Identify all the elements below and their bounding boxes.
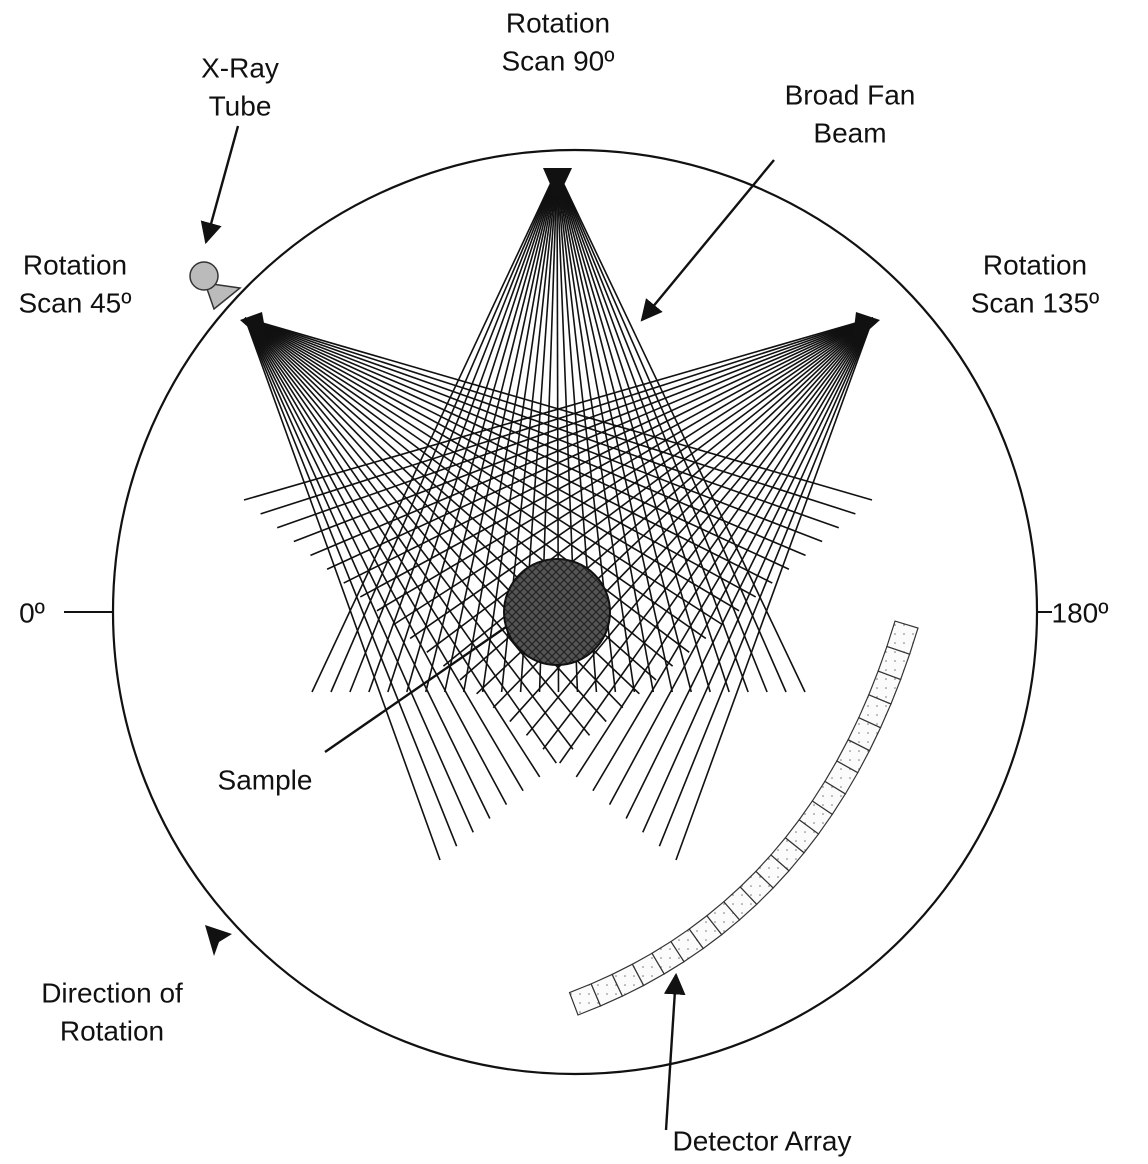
beam-ray [409, 317, 874, 640]
beam-ray [244, 317, 690, 653]
label: Rotation [983, 249, 1087, 280]
arrow-fan [640, 159, 775, 322]
beam-ray [542, 317, 874, 750]
label: Rotation [23, 249, 127, 280]
beam-ray [393, 317, 874, 626]
beam-ray [244, 317, 441, 861]
beam-ray [244, 317, 557, 764]
beam-ray [426, 317, 874, 653]
beam-ray [244, 317, 856, 515]
label: 180º [1052, 597, 1109, 628]
beam-ray [525, 317, 874, 736]
beam-ray [556, 169, 787, 693]
beam-ray [244, 317, 591, 736]
apex [543, 168, 572, 200]
beam-ray [642, 317, 874, 833]
beam-ray [244, 317, 840, 529]
label: Sample [218, 764, 313, 795]
beam-ray [675, 317, 874, 861]
beam-ray [368, 169, 558, 693]
label: Scan 45º [19, 287, 132, 318]
beam-ray [244, 317, 757, 598]
label: 0º [19, 597, 45, 628]
fan-beams [240, 168, 880, 861]
beam-ray [556, 169, 693, 693]
beam-ray [244, 317, 458, 847]
label: Scan 90º [502, 45, 615, 76]
beam-ray [376, 317, 874, 612]
label: Broad Fan [785, 79, 916, 110]
label: Rotation [506, 7, 610, 38]
sample-leader [324, 626, 507, 753]
apex [852, 312, 880, 345]
beam-ray [244, 317, 524, 792]
sample [503, 558, 611, 666]
beam-ray [293, 317, 874, 543]
detector-cell [886, 620, 919, 655]
beam-ray [575, 317, 874, 778]
beam-ray [556, 169, 730, 693]
beam-ray [359, 317, 874, 598]
label: Rotation [60, 1015, 164, 1046]
beam-ray [244, 317, 541, 778]
beam-ray [244, 317, 491, 819]
beam-ray [244, 317, 823, 543]
apex [240, 312, 268, 345]
label: Scan 135º [971, 287, 1100, 318]
beam-ray [260, 317, 874, 515]
label: X-Ray [201, 52, 279, 83]
beam-ray [244, 317, 806, 557]
beam-ray [244, 317, 508, 805]
beam-ray [559, 317, 874, 764]
label: Tube [209, 90, 272, 121]
beam-ray [592, 317, 874, 792]
beam-ray [625, 317, 874, 819]
label: Direction of [41, 977, 183, 1008]
beam-ray [244, 317, 773, 584]
direction-arrowhead [205, 925, 232, 956]
beam-ray [243, 317, 874, 501]
beam-ray [343, 317, 874, 584]
beam-ray [276, 317, 874, 529]
arrow-detector [663, 972, 686, 1131]
beam-ray [326, 317, 874, 570]
beam-ray [556, 169, 749, 693]
label: Detector Array [673, 1125, 852, 1156]
xray-tube [189, 261, 242, 311]
beam-ray [244, 317, 707, 640]
detector-array [568, 620, 919, 1016]
arrow-xray [200, 125, 240, 245]
label: Beam [813, 117, 886, 148]
beam-ray [658, 317, 874, 847]
beam-ray [330, 169, 558, 693]
beam-ray [387, 169, 558, 693]
beam-ray [244, 317, 574, 750]
beam-ray [310, 317, 874, 557]
beam-ray [608, 317, 874, 805]
